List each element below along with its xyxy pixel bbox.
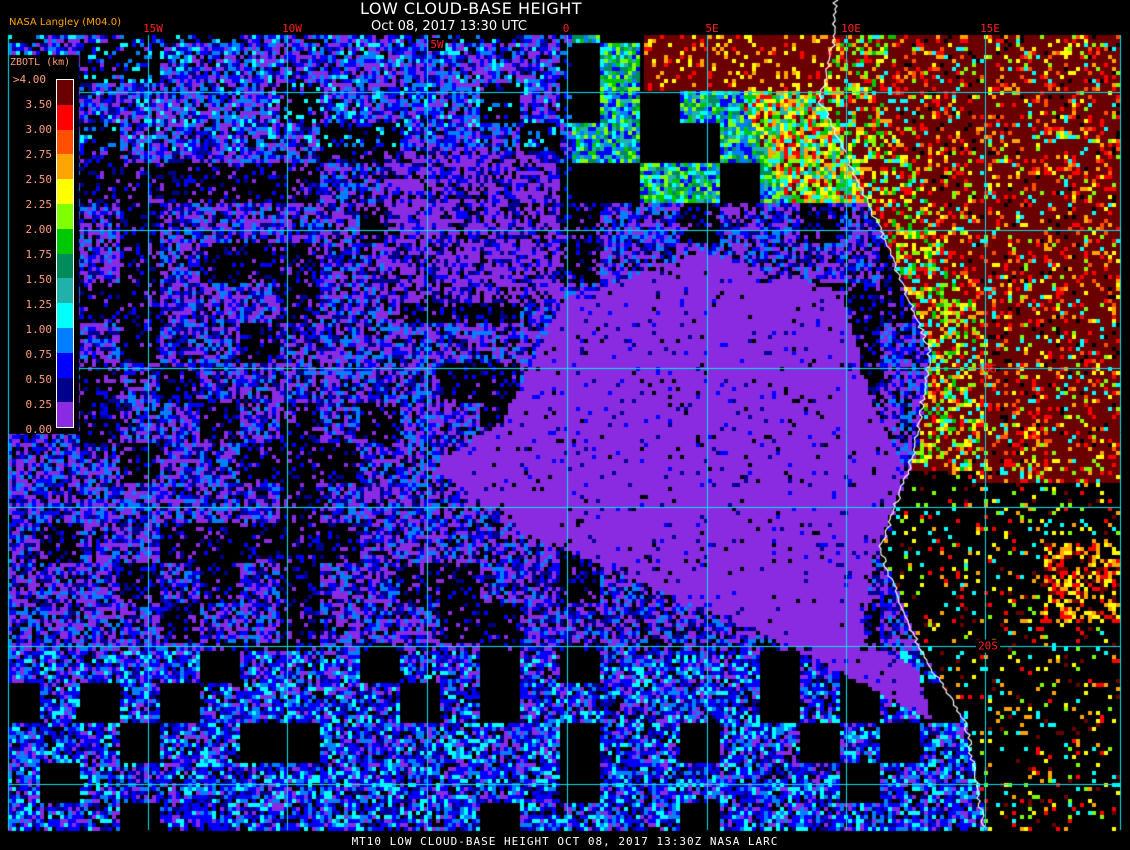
legend-label: 0.25 [25,398,53,411]
colorbar-cell [57,203,73,229]
lat-label-20s: 20S [976,639,1000,653]
legend-label: 2.50 [25,173,53,186]
colorbar-cell [57,303,73,328]
legend-label: 0.00 [25,423,53,436]
lat-label-10s: 10S [977,362,997,376]
colorbar-cell [57,352,73,378]
colorbar-cell [57,228,73,254]
colorbar-cell [57,179,73,204]
colorbar-cell [57,253,73,279]
colorbar-cell [57,327,73,353]
legend-title: ZBOTL (km) [10,57,71,68]
legend-label: 3.50 [25,98,53,111]
legend-label: 1.50 [25,273,53,286]
lon-label-5e: 5E [705,22,719,35]
colorbar [56,79,74,429]
legend-label: 3.00 [25,123,53,136]
lon-label-15e: 15E [980,22,1000,35]
legend-label: 0.50 [25,373,53,386]
legend-label: 0.75 [25,348,53,361]
legend-label: 1.75 [25,248,53,261]
map-datetime: Oct 08, 2017 13:30 UTC [371,19,527,34]
colorbar-cell [57,377,73,403]
map-title: LOW CLOUD-BASE HEIGHT [360,0,583,18]
colorbar-cell [57,402,73,428]
legend-label: 2.75 [25,148,53,161]
colorbar-cell [57,278,73,304]
colorbar-cell [57,104,73,130]
legend-label: 2.25 [25,198,53,211]
lon-label-10e: 10E [841,22,861,35]
lon-label-5w: 5W [428,38,446,51]
colorbar-cell [57,154,73,180]
legend-label: 1.25 [25,298,53,311]
lon-label-0: 0 [562,22,570,35]
legend-label: 2.00 [25,223,53,236]
legend-label: >4.00 [12,73,46,86]
legend-label: 1.00 [25,323,53,336]
credit-label: NASA Langley (M04.0) [9,17,121,28]
colorbar-cell [57,80,73,105]
colorbar-cell [57,129,73,155]
lon-label-15w: 15W [143,22,163,35]
lon-label-10w: 10W [282,22,302,35]
footer-caption: MT10 LOW CLOUD-BASE HEIGHT OCT 08, 2017 … [351,835,779,848]
